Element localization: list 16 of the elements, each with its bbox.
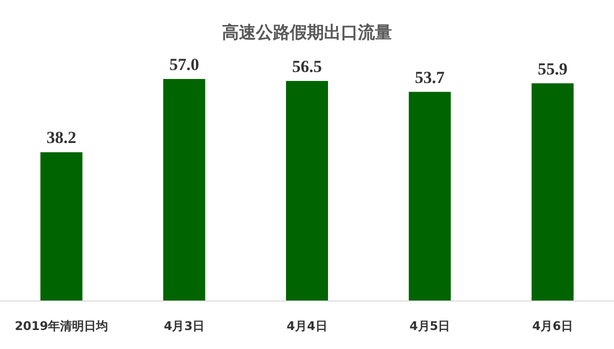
data-label: 55.9 bbox=[538, 59, 568, 78]
bar bbox=[286, 80, 328, 301]
bar bbox=[532, 83, 574, 301]
data-label: 57.0 bbox=[169, 55, 200, 74]
bar bbox=[40, 152, 82, 301]
data-label: 56.5 bbox=[292, 56, 322, 76]
bar bbox=[163, 79, 206, 301]
data-label: 53.7 bbox=[414, 68, 446, 87]
x-tick-label: 4月4日 bbox=[286, 319, 328, 333]
x-tick-label: 2019年清明日均 bbox=[14, 319, 108, 333]
x-tick-label: 4月5日 bbox=[409, 319, 450, 333]
x-tick-label: 4月6日 bbox=[532, 319, 573, 333]
x-tick-label: 4月3日 bbox=[164, 319, 205, 333]
chart-title: 高速公路假期出口流量 bbox=[222, 23, 392, 43]
bar bbox=[408, 92, 451, 301]
data-label: 38.2 bbox=[46, 128, 76, 148]
